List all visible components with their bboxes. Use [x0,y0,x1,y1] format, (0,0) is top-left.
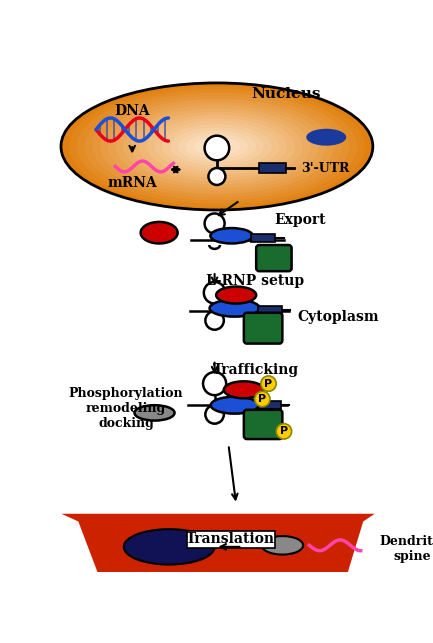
Bar [258,306,282,314]
Ellipse shape [224,381,264,398]
Circle shape [204,213,225,233]
Ellipse shape [123,108,310,185]
Text: Trafficking: Trafficking [213,363,299,377]
Circle shape [204,136,229,160]
Text: P: P [258,394,266,404]
Ellipse shape [262,536,303,554]
Text: Export: Export [275,213,326,228]
Ellipse shape [69,86,365,207]
FancyBboxPatch shape [256,245,291,271]
Ellipse shape [124,529,215,565]
Ellipse shape [77,89,357,204]
Ellipse shape [194,137,240,156]
Bar [251,234,275,242]
Text: Cytoplasm: Cytoplasm [297,311,378,325]
Ellipse shape [92,96,342,197]
Ellipse shape [216,287,256,303]
Ellipse shape [84,93,349,201]
Ellipse shape [211,397,259,413]
Text: DNA: DNA [114,104,150,118]
Ellipse shape [210,300,260,316]
Ellipse shape [155,121,279,172]
Text: Nucleus: Nucleus [252,87,321,101]
Ellipse shape [61,83,373,210]
Ellipse shape [210,228,253,244]
Ellipse shape [131,111,303,181]
Circle shape [203,372,226,395]
FancyBboxPatch shape [244,410,282,439]
Ellipse shape [162,124,271,168]
Text: P: P [280,426,288,437]
Bar [258,401,281,409]
Polygon shape [61,514,375,572]
Circle shape [255,392,270,407]
Ellipse shape [108,102,326,191]
Ellipse shape [170,127,264,165]
Ellipse shape [100,99,334,194]
Ellipse shape [139,114,295,178]
Ellipse shape [135,405,174,421]
Ellipse shape [116,105,318,188]
FancyBboxPatch shape [244,312,282,343]
Text: Translation: Translation [186,532,275,546]
Circle shape [261,376,276,392]
Ellipse shape [147,118,287,175]
Text: L-RNP setup: L-RNP setup [206,274,304,288]
Ellipse shape [209,143,225,150]
Circle shape [208,168,226,185]
Text: Phosphorylation
remodeling
docking: Phosphorylation remodeling docking [69,386,183,430]
Bar [259,163,286,172]
Circle shape [204,282,226,303]
FancyBboxPatch shape [187,530,275,548]
Text: 3'-UTR: 3'-UTR [302,161,350,174]
Ellipse shape [306,129,346,146]
Text: mRNA: mRNA [107,176,157,190]
Ellipse shape [186,134,248,159]
Ellipse shape [141,222,178,244]
Circle shape [205,311,224,330]
Circle shape [205,405,224,424]
Text: Dendritic
spine: Dendritic spine [379,535,433,563]
Ellipse shape [201,140,233,153]
Ellipse shape [178,131,256,162]
Circle shape [276,424,291,439]
Text: P: P [265,379,272,388]
